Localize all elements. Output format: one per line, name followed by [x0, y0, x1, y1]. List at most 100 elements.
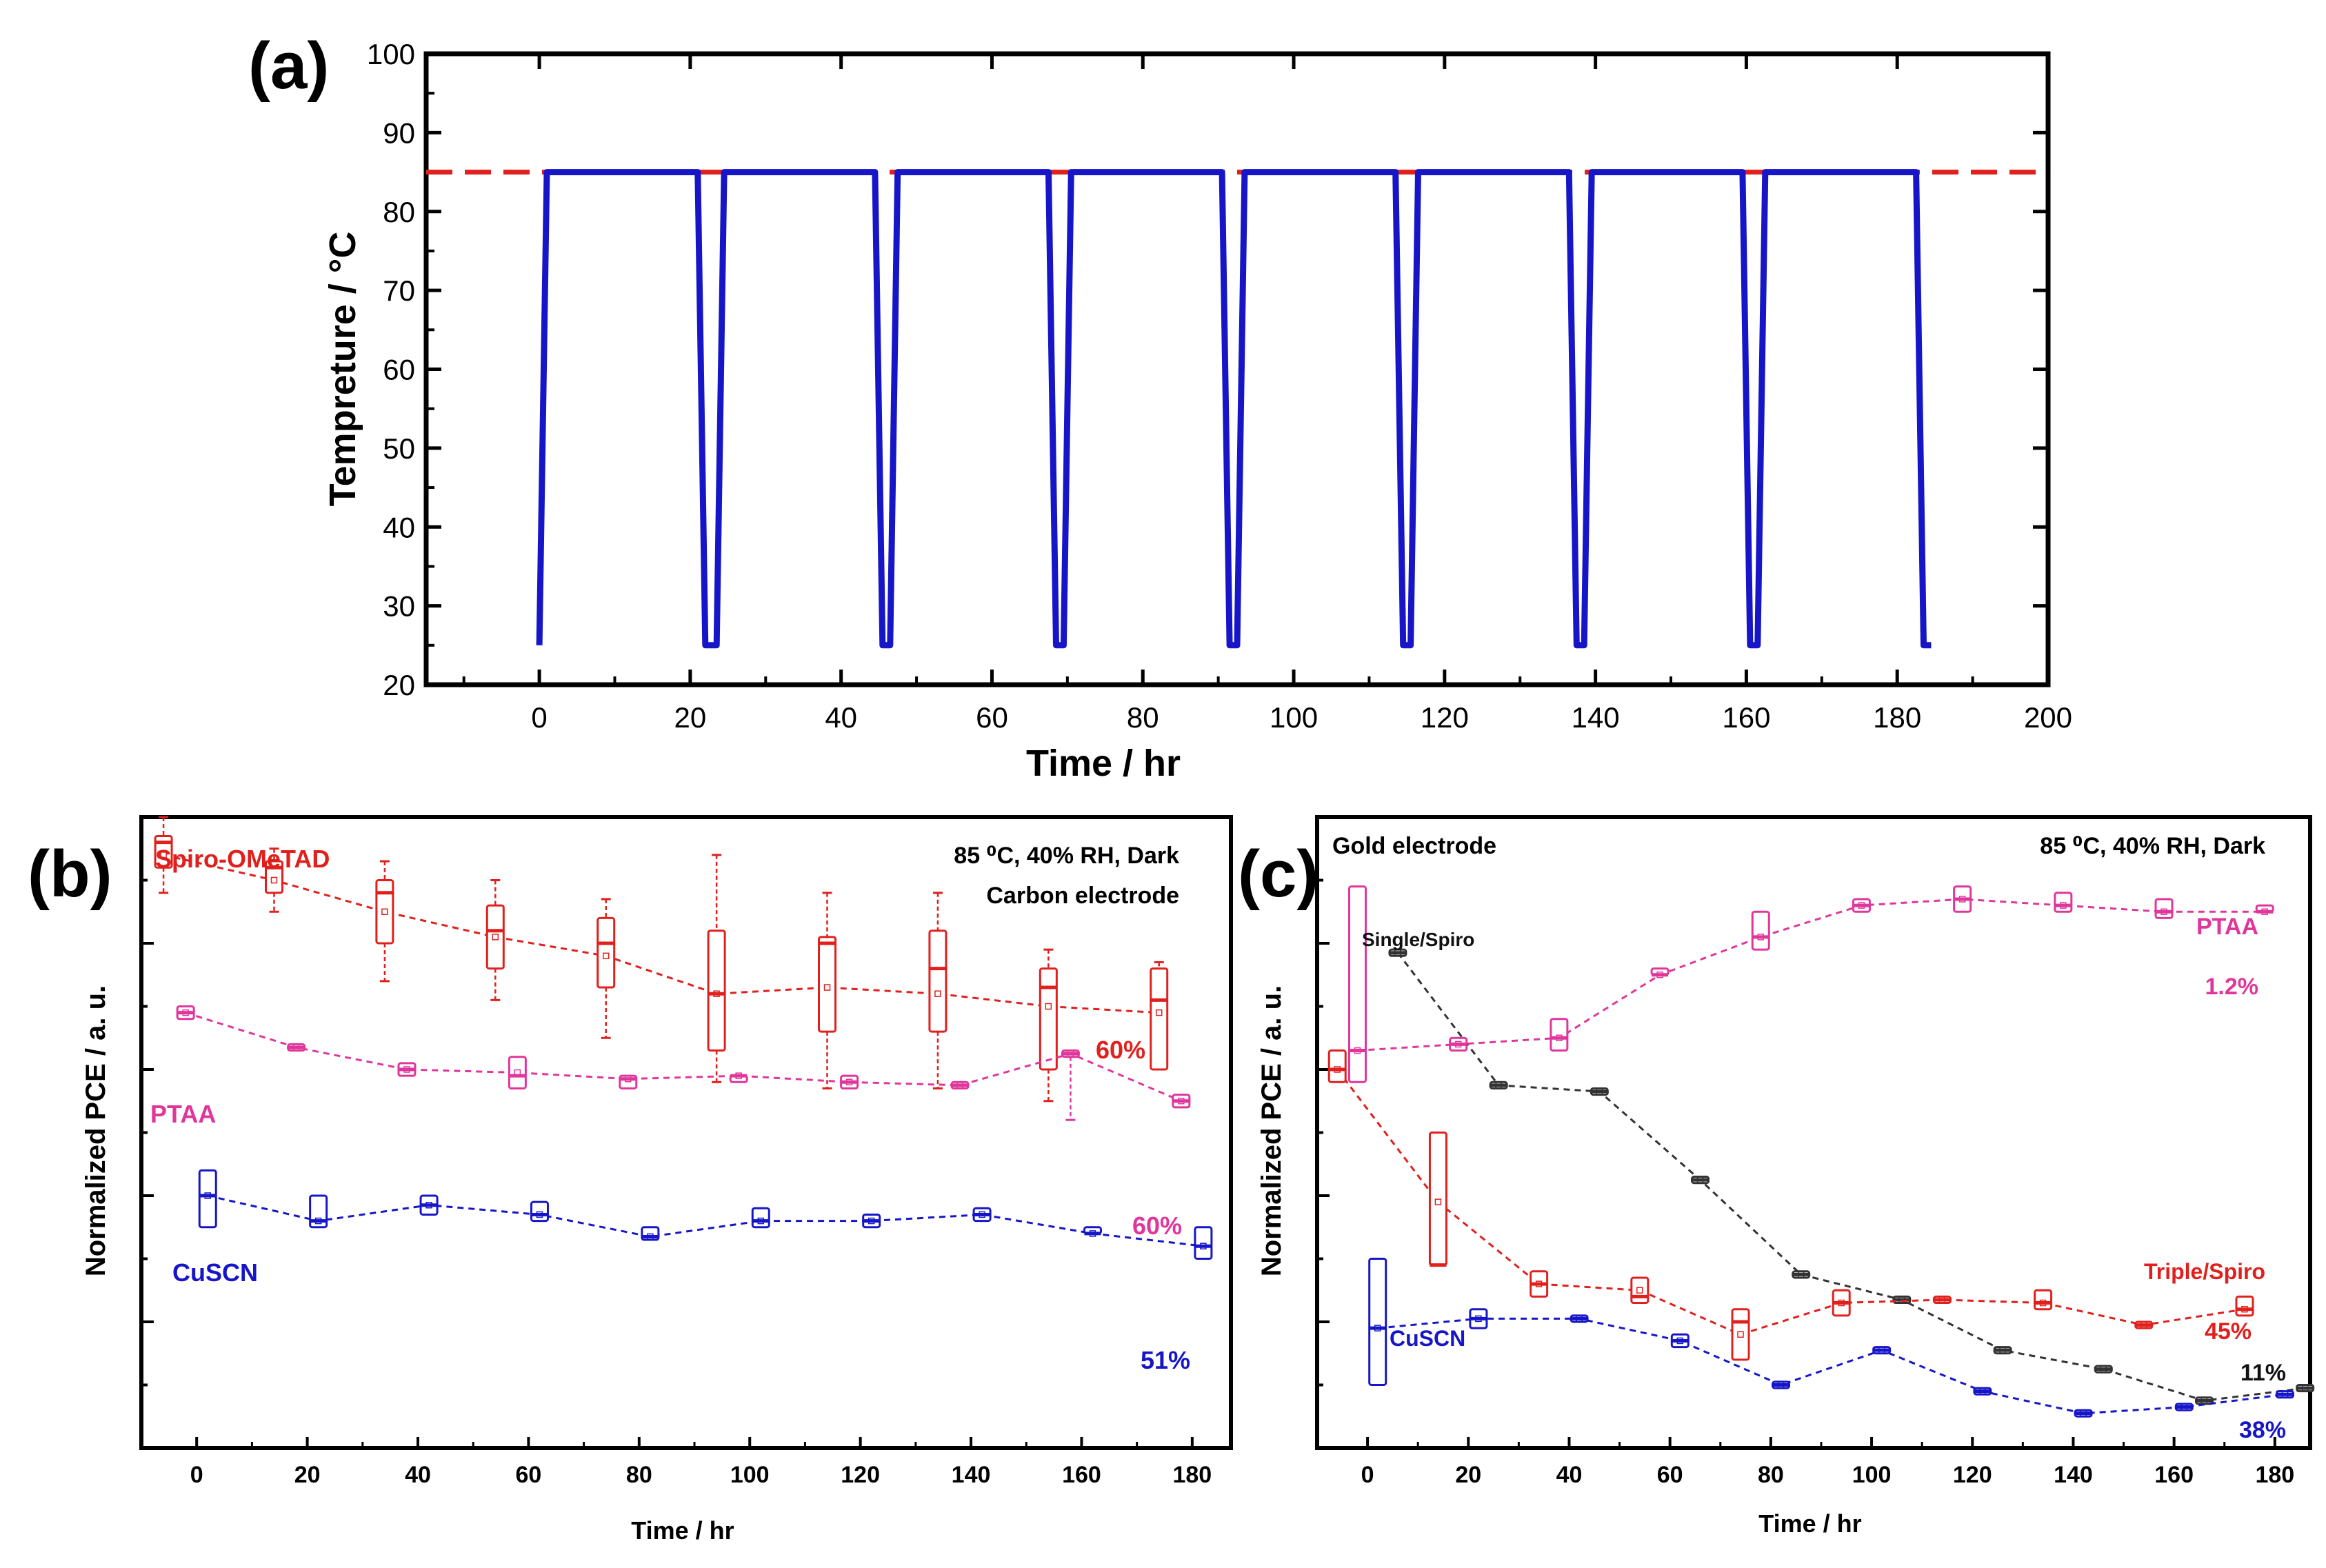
panel-b-spiro-ometad-mean-marker	[823, 984, 831, 991]
panel-b-series-label-ptaa: PTAA	[150, 1100, 216, 1128]
panel-b-ptaa-mean-marker	[292, 1044, 300, 1051]
panel-b-y-axis-label: Normalized PCE / a. u.	[81, 985, 111, 1276]
panel-b-ptaa-mean-marker	[735, 1072, 742, 1079]
panel-b-electrode-annotation: Carbon electrode	[986, 883, 1179, 909]
panel-c-series-label-triple-spiro: Triple/Spiro	[2144, 1259, 2265, 1284]
panel-b-series-label-cuscn: CuSCN	[172, 1258, 258, 1287]
panel-c-single-spiro-mean-marker	[1596, 1088, 1603, 1095]
panel-c-single-spiro-mean-marker	[1394, 949, 1401, 956]
panel-b-ptaa-mean-marker	[845, 1078, 853, 1086]
panel-b-cuscn-mean-marker	[1089, 1230, 1096, 1237]
panel-b-end-label-spiro-ometad: 60%	[1096, 1036, 1145, 1064]
panel-a-x-tick-label: 80	[1127, 701, 1159, 734]
panel-c-single-spiro-trend-line	[1396, 952, 2305, 1402]
panel-b-cuscn-mean-marker	[1200, 1243, 1207, 1249]
panel-c-triple-spiro-mean-marker	[2140, 1321, 2147, 1329]
panel-c-triple-spiro-box	[1630, 1276, 1650, 1305]
panel-c-condition-annotation: 85 ⁰C, 40% RH, Dark	[2040, 833, 2265, 859]
panel-b-x-tick-label: 100	[730, 1462, 770, 1488]
panel-a-y-tick-label: 90	[383, 117, 415, 149]
panel-c-x-tick-label: 80	[1758, 1462, 1784, 1488]
panel-c-triple-spiro-mean-marker	[1334, 1066, 1341, 1073]
panel-c-cuscn-mean-marker	[2281, 1391, 2289, 1398]
panel-c-triple-spiro-mean-marker	[2039, 1299, 2047, 1307]
panel-c-ptaa-mean-marker	[1556, 1034, 1563, 1041]
panel-c-cuscn-trend-line	[1377, 1317, 2285, 1415]
panel-b-plot-frame	[139, 815, 1233, 1450]
panel-a-y-tick-label: 100	[367, 38, 415, 70]
panel-b-cuscn-mean-marker	[979, 1211, 985, 1218]
panel-b-x-tick-label: 140	[952, 1462, 991, 1488]
panel-b-x-tick-label: 160	[1062, 1462, 1101, 1488]
panel-c-cuscn-mean-marker	[1475, 1315, 1482, 1323]
panel-b-x-tick-label: 120	[841, 1462, 880, 1488]
panel-b-cuscn-trend-line	[207, 1194, 1204, 1247]
panel-c-ptaa-mean-marker	[1656, 972, 1663, 978]
panel-b-spiro-ometad-box	[1039, 967, 1058, 1071]
panel-b-spiro-ometad-mean-marker	[934, 990, 941, 997]
panel-b-ptaa-mean-marker	[403, 1066, 410, 1073]
panel-b-ptaa-mean-marker	[625, 1075, 632, 1083]
panel-b-ptaa-box	[508, 1056, 527, 1089]
panel-a-temperature-chart: (a) 0 20 40 60 80 100 120 140 160 180 200 20 30 40 50 6…	[248, 29, 2072, 784]
panel-c-x-tick-label: 40	[1556, 1462, 1583, 1488]
panel-b-end-label-ptaa: 60%	[1132, 1212, 1182, 1240]
panel-b-spiro-ometad-mean-marker	[381, 908, 388, 915]
panel-b-x-tick-label: 180	[1172, 1462, 1212, 1488]
panel-a-x-tick-label: 180	[1873, 701, 1921, 734]
panel-c-single-spiro-mean-marker	[2100, 1365, 2107, 1373]
panel-b-ptaa-mean-marker	[1067, 1050, 1074, 1057]
panel-b-spiro-ometad-box	[375, 879, 394, 945]
panel-c-ptaa-mean-marker	[1354, 1047, 1361, 1054]
panel-a-y-tick-label: 30	[383, 590, 415, 623]
panel-a-x-tick-label: 20	[674, 701, 707, 734]
panel-c-ptaa-box	[1347, 885, 1367, 1083]
panel-a-x-tick-label: 120	[1421, 701, 1469, 734]
panel-c-end-label-triple-spiro: 45%	[2205, 1318, 2252, 1345]
panel-b-cuscn-mean-marker	[314, 1217, 322, 1225]
panel-c-end-label-cuscn: 38%	[2239, 1417, 2286, 1443]
panel-c-single-spiro-mean-marker	[1898, 1296, 1905, 1303]
panel-c-gold-electrode-chart: (c) 0 20 40 60 80 100 120 140 160 180 Gold electr…	[1238, 815, 2315, 1538]
panel-a-x-axis-label: Time / hr	[1026, 743, 1181, 784]
panel-a-y-tick-label: 80	[383, 196, 415, 228]
panel-c-cuscn-mean-marker	[1979, 1387, 1986, 1395]
panel-b-cuscn-mean-marker	[757, 1217, 765, 1225]
panel-a-y-tick-label: 60	[383, 354, 415, 386]
panel-c-cuscn-mean-marker	[2180, 1403, 2188, 1411]
panel-c-triple-spiro-mean-marker	[1938, 1296, 1946, 1303]
panel-b-cuscn-mean-marker	[536, 1211, 543, 1218]
panel-a-x-tick-label: 160	[1722, 701, 1770, 734]
panel-c-end-label-single-spiro: 11%	[2240, 1360, 2286, 1386]
panel-c-ptaa-mean-marker	[2160, 908, 2167, 915]
panel-c-x-axis-label: Time / hr	[1758, 1509, 1861, 1538]
panel-c-ptaa-mean-marker	[1858, 902, 1865, 909]
panel-c-cuscn-box	[1368, 1258, 1387, 1386]
panel-c-single-spiro-mean-marker	[1797, 1271, 1805, 1278]
panel-b-x-tick-label: 20	[294, 1462, 321, 1488]
panel-b-ptaa-mean-marker	[956, 1082, 963, 1089]
panel-b-ptaa-mean-marker	[182, 1009, 189, 1016]
panel-b-spiro-ometad-mean-marker	[492, 934, 499, 941]
panel-a-y-axis-label: Tempreture / °C	[322, 232, 363, 507]
panel-c-ptaa-box	[1751, 910, 1770, 951]
panel-a-x-tick-label: 60	[976, 701, 1008, 734]
panel-c-ptaa-mean-marker	[1454, 1041, 1462, 1048]
panel-c-ptaa-mean-marker	[2261, 908, 2268, 915]
panel-c-ptaa-mean-marker	[2060, 902, 2067, 909]
panel-b-cuscn-mean-marker	[647, 1233, 654, 1240]
panel-b-spiro-ometad-mean-marker	[602, 952, 610, 960]
panel-c-cuscn-mean-marker	[1777, 1381, 1785, 1389]
panel-c-ptaa-mean-marker	[1958, 896, 1966, 903]
panel-b-x-axis-label: Time / hr	[631, 1516, 734, 1545]
panel-b-condition-annotation: 85 ⁰C, 40% RH, Dark	[954, 843, 1179, 869]
panel-b-carbon-electrode-chart: (b) 0 20 40 60 80 100 120 140 160 180 85 ⁰C, 40% …	[28, 815, 1233, 1545]
panel-c-triple-spiro-box	[1731, 1308, 1750, 1361]
panel-c-ptaa-trend-line	[1357, 898, 2265, 1052]
panel-b-x-tick-label: 60	[516, 1462, 542, 1488]
panel-c-triple-spiro-mean-marker	[1535, 1280, 1543, 1287]
panel-c-x-tick-label: 120	[1953, 1462, 1992, 1488]
panel-c-y-axis-label: Normalized PCE / a. u.	[1256, 985, 1287, 1276]
panel-a-label: (a)	[248, 29, 329, 103]
